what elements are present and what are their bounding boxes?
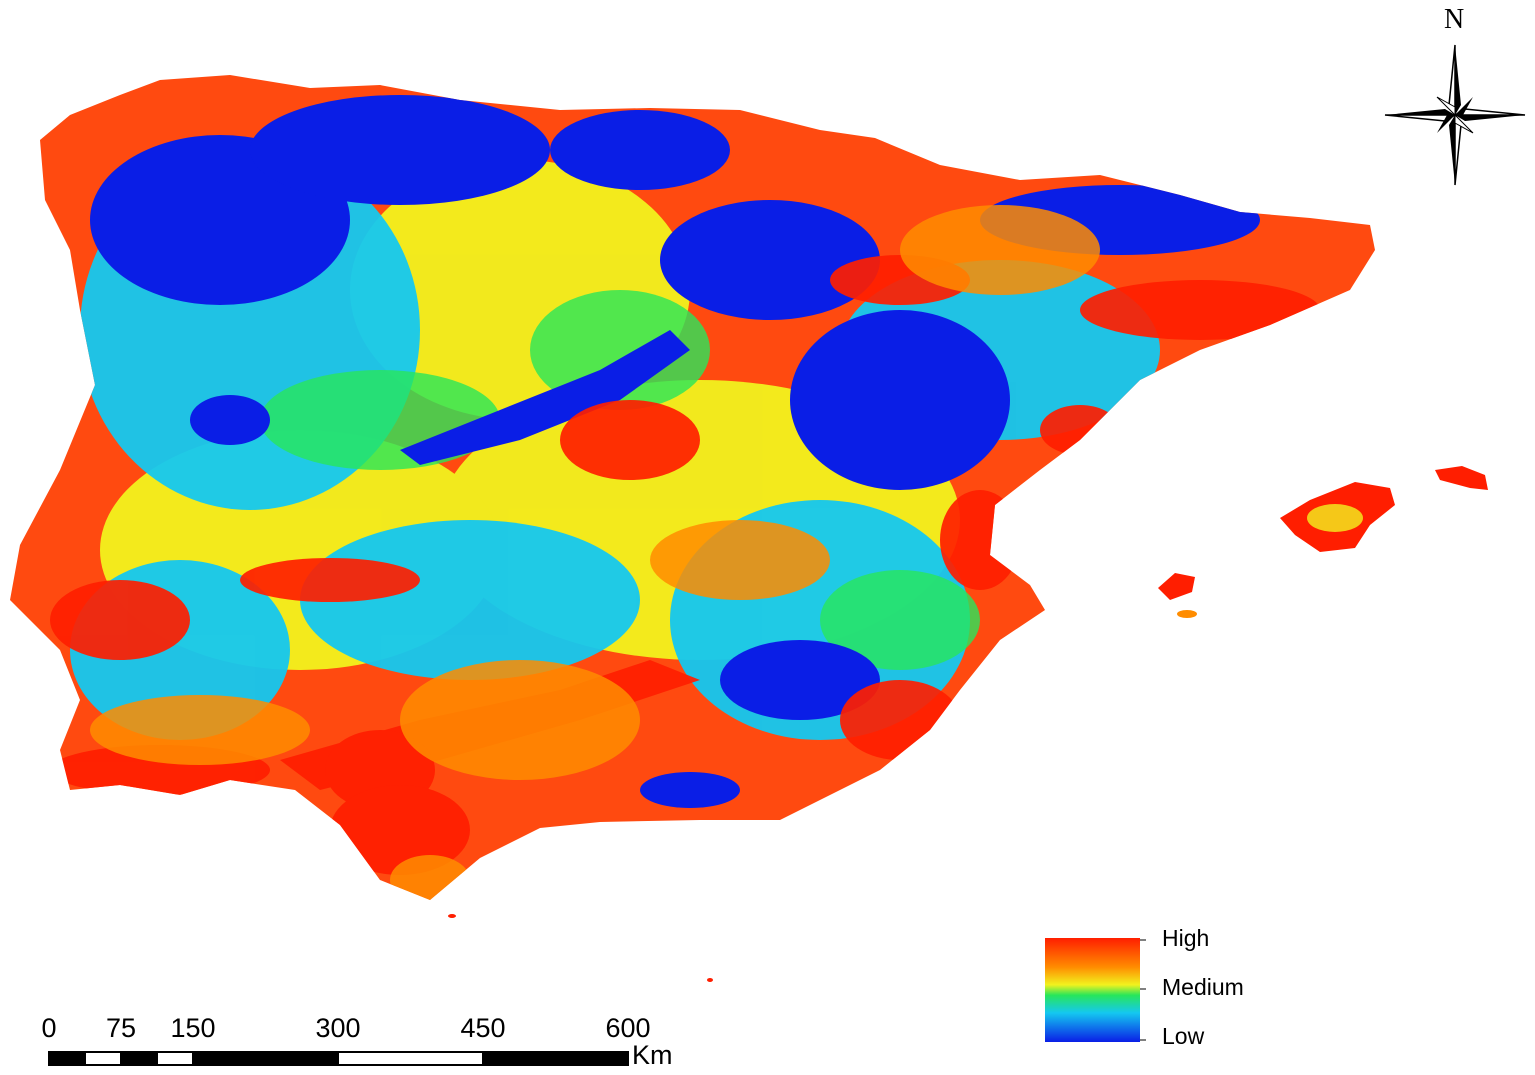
north-arrow-west-black — [1385, 109, 1455, 115]
iberian-peninsula — [10, 75, 1375, 900]
north-arrow-se — [1454, 113, 1474, 134]
scale-tick-label-150: 150 — [170, 1013, 216, 1043]
zone-orange-transition — [90, 205, 1100, 900]
scale-segment-0 — [48, 1051, 86, 1066]
balearic-islands — [448, 466, 1488, 982]
scale-unit-label: Km — [632, 1040, 673, 1070]
island-ibiza — [1158, 573, 1195, 600]
scale-tick-label-600: 600 — [605, 1013, 651, 1043]
scale-segment-2 — [120, 1051, 158, 1066]
legend — [1045, 938, 1146, 1042]
north-arrow-ne — [1455, 97, 1473, 115]
zone-low-mountains — [90, 95, 1260, 808]
north-arrow — [1384, 44, 1526, 186]
scale-tick-label-450: 450 — [460, 1013, 506, 1043]
north-arrow-sw — [1437, 115, 1455, 133]
north-arrow-east-black — [1455, 115, 1525, 121]
scale-tick-label-300: 300 — [315, 1013, 361, 1043]
scale-segment-1 — [84, 1051, 122, 1066]
north-arrow-south-black — [1449, 115, 1455, 185]
island-mallorca-interior — [1307, 504, 1363, 532]
scale-tick-label-0: 0 — [41, 1013, 57, 1043]
scale-tick-label-75: 75 — [105, 1013, 137, 1043]
legend-label-medium: Medium — [1162, 974, 1244, 1000]
legend-color-ramp — [1045, 938, 1140, 1042]
north-arrow-north-black — [1455, 45, 1461, 115]
island-menorca — [1435, 466, 1488, 490]
islet-south — [448, 914, 456, 918]
scale-bar — [48, 1051, 629, 1066]
islet-alboran — [707, 978, 713, 982]
legend-label-low: Low — [1162, 1023, 1205, 1049]
north-arrow-label: N — [1444, 4, 1465, 35]
north-arrow-nw — [1436, 96, 1456, 117]
legend-label-high: High — [1162, 925, 1210, 951]
scale-segment-4 — [192, 1051, 339, 1066]
island-formentera — [1177, 610, 1197, 618]
scale-segment-6 — [482, 1051, 629, 1066]
scale-segment-3 — [156, 1051, 194, 1066]
scale-segment-5 — [337, 1051, 484, 1066]
